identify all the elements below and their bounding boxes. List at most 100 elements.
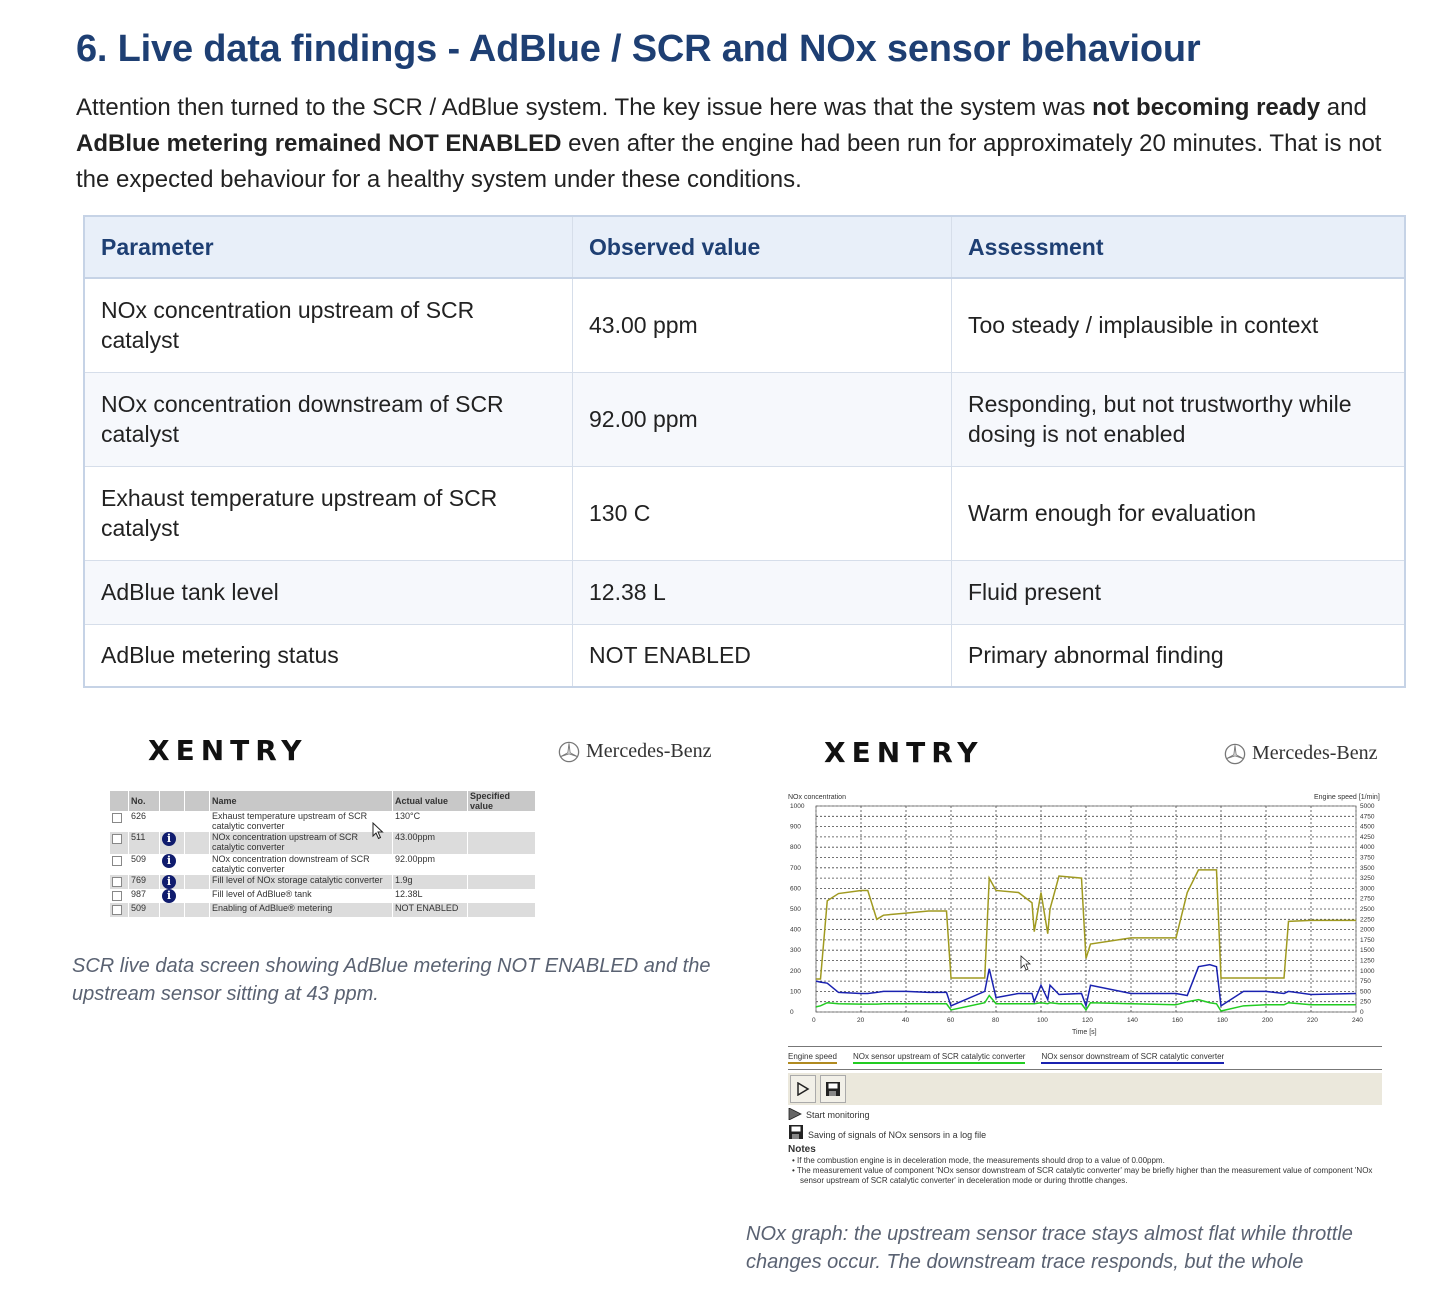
header-observed-value: Observed value xyxy=(572,216,952,279)
intro-text: even after the engine had been run for a… xyxy=(76,130,1382,193)
row-name: Fill level of AdBlue® tank xyxy=(209,889,393,903)
legend-downstream-nox: NOx sensor downstream of SCR catalytic c… xyxy=(1041,1052,1225,1064)
info-icon[interactable]: i xyxy=(162,854,176,868)
start-monitoring-button[interactable] xyxy=(790,1075,816,1103)
save-log-button[interactable] xyxy=(820,1075,846,1103)
svg-text:100: 100 xyxy=(790,988,801,995)
svg-text:600: 600 xyxy=(790,885,801,892)
row-no: 509 xyxy=(128,854,160,875)
svg-text:20: 20 xyxy=(857,1017,865,1024)
row-checkbox[interactable] xyxy=(112,905,122,915)
intro-emphasis: AdBlue metering remained NOT ENABLED xyxy=(76,130,562,157)
col-specified: Specified value xyxy=(467,791,536,811)
svg-text:700: 700 xyxy=(790,865,801,872)
cell-value: 130 C xyxy=(572,466,952,561)
xentry-live-data-table-wrap: No. Name Actual value Specified value 62… xyxy=(110,791,536,917)
table-row: AdBlue metering status NOT ENABLED Prima… xyxy=(84,624,1406,688)
maker-name: Mercedes-Benz xyxy=(1252,742,1378,764)
y2-axis-label: Engine speed [1/min] xyxy=(1314,794,1380,801)
table-row: 509 i NOx concentration downstream of SC… xyxy=(110,854,536,875)
info-icon[interactable]: i xyxy=(162,832,176,846)
svg-text:2750: 2750 xyxy=(1360,896,1375,903)
svg-text:2000: 2000 xyxy=(1360,927,1375,934)
x-axis-label: Time [s] xyxy=(1072,1029,1097,1036)
col-actual: Actual value xyxy=(392,791,468,811)
table-row: 509 Enabling of AdBlue® metering NOT ENA… xyxy=(110,903,536,917)
cell-value: 43.00 ppm xyxy=(572,278,952,373)
row-no: 626 xyxy=(128,811,160,832)
svg-text:160: 160 xyxy=(1172,1017,1183,1024)
cell-assessment: Responding, but not trustworthy while do… xyxy=(951,372,1406,467)
row-name: Fill level of NOx storage catalytic conv… xyxy=(209,875,393,889)
cell-assessment: Too steady / implausible in context xyxy=(951,278,1406,373)
svg-text:3000: 3000 xyxy=(1360,885,1375,892)
svg-text:4750: 4750 xyxy=(1360,813,1375,820)
save-icon xyxy=(826,1082,840,1096)
legend-engine-speed: Engine speed xyxy=(788,1052,837,1064)
maker-name: Mercedes-Benz xyxy=(586,740,712,762)
mercedes-benz-logo: Mercedes-Benz xyxy=(1224,742,1378,765)
start-monitoring-label: Start monitoring xyxy=(806,1110,870,1120)
play-icon xyxy=(797,1082,810,1096)
svg-text:2500: 2500 xyxy=(1360,906,1375,913)
svg-text:750: 750 xyxy=(1360,978,1371,985)
svg-text:3500: 3500 xyxy=(1360,865,1375,872)
row-checkbox[interactable] xyxy=(112,856,122,866)
svg-text:900: 900 xyxy=(790,824,801,831)
mouse-cursor-icon xyxy=(1020,955,1032,971)
row-name: NOx concentration downstream of SCR cata… xyxy=(209,854,393,875)
notes-title: Notes xyxy=(788,1144,816,1155)
svg-text:3750: 3750 xyxy=(1360,855,1375,862)
save-log-label: Saving of signals of NOx sensors in a lo… xyxy=(808,1130,987,1140)
info-icon[interactable]: i xyxy=(162,875,176,889)
svg-text:40: 40 xyxy=(902,1017,910,1024)
right-screenshot-caption: NOx graph: the upstream sensor trace sta… xyxy=(746,1223,1353,1273)
row-checkbox[interactable] xyxy=(112,813,122,823)
svg-text:240: 240 xyxy=(1352,1017,1363,1024)
table-row: 769 i Fill level of NOx storage catalyti… xyxy=(110,875,536,889)
svg-text:5000: 5000 xyxy=(1360,803,1375,810)
row-actual: 130°C xyxy=(392,811,468,832)
svg-text:80: 80 xyxy=(992,1017,1000,1024)
header-assessment: Assessment xyxy=(951,216,1406,279)
info-icon[interactable]: i xyxy=(162,889,176,903)
header-parameter: Parameter xyxy=(84,216,573,279)
svg-text:800: 800 xyxy=(790,844,801,851)
svg-text:4000: 4000 xyxy=(1360,844,1375,851)
svg-text:140: 140 xyxy=(1127,1017,1138,1024)
row-actual: NOT ENABLED xyxy=(392,903,468,917)
downstream-nox-line xyxy=(815,963,1357,1009)
mouse-cursor-icon xyxy=(372,822,384,840)
y-axis-label: NOx concentration xyxy=(788,794,846,801)
svg-text:500: 500 xyxy=(1360,988,1371,995)
row-checkbox[interactable] xyxy=(112,891,122,901)
row-no: 511 xyxy=(128,832,160,854)
row-checkbox[interactable] xyxy=(112,877,122,887)
table-row: Exhaust temperature upstream of SCR cata… xyxy=(84,466,1406,561)
row-actual: 1.9g xyxy=(392,875,468,889)
svg-text:400: 400 xyxy=(790,927,801,934)
svg-text:220: 220 xyxy=(1307,1017,1318,1024)
xentry-logo: XENTRY xyxy=(148,734,308,767)
note-item: If the combustion engine is in decelerat… xyxy=(797,1156,1388,1166)
notes-list: If the combustion engine is in decelerat… xyxy=(788,1156,1388,1186)
mercedes-benz-logo: Mercedes-Benz xyxy=(558,740,712,763)
section-title: 6. Live data findings - AdBlue / SCR and… xyxy=(76,28,1201,70)
svg-text:0: 0 xyxy=(790,1009,794,1016)
cell-parameter: AdBlue metering status xyxy=(84,624,573,688)
table-row: NOx concentration downstream of SCR cata… xyxy=(84,372,1406,467)
row-name: Exhaust temperature upstream of SCR cata… xyxy=(209,811,393,832)
row-actual: 12.38L xyxy=(392,889,468,903)
cell-parameter: Exhaust temperature upstream of SCR cata… xyxy=(84,466,573,561)
row-name: Enabling of AdBlue® metering xyxy=(209,903,393,917)
cell-parameter: AdBlue tank level xyxy=(84,560,573,625)
row-checkbox[interactable] xyxy=(112,834,122,844)
row-no: 987 xyxy=(128,889,160,903)
note-item: The measurement value of component 'NOx … xyxy=(797,1166,1388,1186)
intro-text: Attention then turned to the SCR / AdBlu… xyxy=(76,94,1093,121)
xentry-live-data-table: No. Name Actual value Specified value 62… xyxy=(110,791,536,917)
svg-text:250: 250 xyxy=(1360,999,1371,1006)
svg-text:4250: 4250 xyxy=(1360,834,1375,841)
play-icon xyxy=(788,1108,802,1120)
findings-table: Parameter Observed value Assessment NOx … xyxy=(83,215,1406,688)
